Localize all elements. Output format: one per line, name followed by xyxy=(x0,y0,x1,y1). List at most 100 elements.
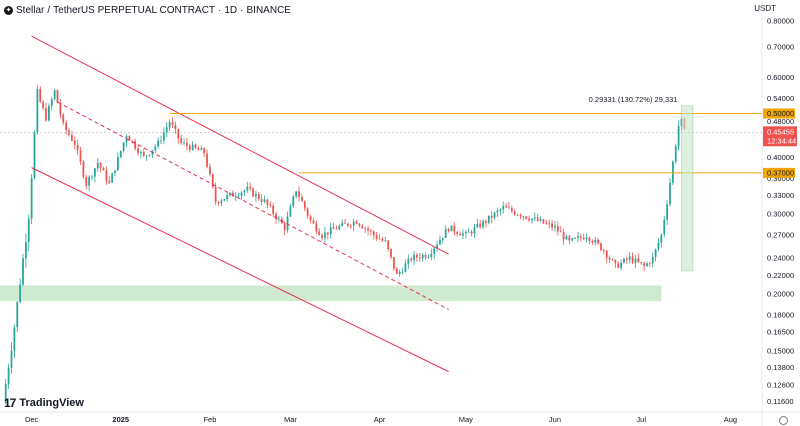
candle xyxy=(467,227,470,233)
candle-body xyxy=(562,232,565,240)
price-tick-label: 0.12600 xyxy=(767,381,794,390)
candle-body xyxy=(528,218,530,221)
candle xyxy=(301,193,303,202)
candle-body xyxy=(571,238,574,241)
candle-body xyxy=(355,221,358,224)
candle-body xyxy=(246,186,249,191)
candle-body xyxy=(269,204,272,206)
candle xyxy=(421,252,424,262)
candle xyxy=(211,173,214,189)
interval-label[interactable]: 1D xyxy=(224,4,238,16)
candle xyxy=(142,148,145,158)
candle-body xyxy=(128,136,131,141)
chart-title-bar: ✦ Stellar / TetherUS PERPETUAL CONTRACT … xyxy=(4,3,291,17)
candle-body xyxy=(122,142,125,151)
candle xyxy=(312,217,315,224)
candle xyxy=(634,255,637,269)
candle-body xyxy=(332,227,335,229)
time-tick-label: May xyxy=(459,415,473,424)
candle-body xyxy=(617,263,620,268)
candle xyxy=(605,249,608,264)
candle-body xyxy=(45,108,47,121)
price-tick-label: 0.80000 xyxy=(767,16,794,25)
candle xyxy=(361,223,364,229)
candle-body xyxy=(82,161,85,177)
candle-body xyxy=(157,140,160,147)
candle xyxy=(542,218,545,225)
candle-body xyxy=(344,222,346,224)
candle-body xyxy=(594,239,597,243)
drawings-layer: 0.29331 (130.72%) 29,331 xyxy=(0,35,762,373)
candle xyxy=(65,120,68,135)
candle xyxy=(16,301,19,333)
candle xyxy=(487,215,490,225)
tradingview-logo[interactable]: 17 TradingView xyxy=(4,396,84,410)
candle-body xyxy=(623,258,625,263)
candle xyxy=(663,215,666,238)
candle xyxy=(269,201,272,208)
time-axis[interactable]: Dec 2025 Feb Mar Apr May Jun Jul Aug xyxy=(0,411,800,424)
candle-body xyxy=(519,214,522,217)
candle-body xyxy=(237,195,240,197)
candle-body xyxy=(493,212,496,218)
candle-body xyxy=(631,256,634,263)
candle xyxy=(352,218,355,232)
candle xyxy=(344,218,346,224)
candle xyxy=(531,218,533,224)
candle-body xyxy=(203,148,206,154)
candle-body xyxy=(542,219,545,224)
settings-icon[interactable] xyxy=(779,416,788,425)
candle xyxy=(574,237,576,239)
candle-body xyxy=(232,192,234,197)
candle xyxy=(171,117,174,129)
candle-body xyxy=(165,127,168,133)
candle-body xyxy=(643,263,645,267)
currency-label[interactable]: USDT xyxy=(754,4,776,13)
candle-body xyxy=(450,225,453,232)
candle xyxy=(306,207,309,219)
candle-body xyxy=(556,226,559,232)
candle-body xyxy=(358,223,361,226)
price-tick-label: 0.70000 xyxy=(767,43,794,52)
candle xyxy=(309,214,312,224)
candle xyxy=(525,216,528,220)
stellar-logo-icon: ✦ xyxy=(4,5,13,15)
candle-body xyxy=(579,236,582,238)
candle-body xyxy=(263,199,266,202)
candle xyxy=(335,225,338,230)
candle xyxy=(62,113,65,126)
candle-body xyxy=(117,156,119,171)
candle-body xyxy=(361,225,364,229)
price-axis[interactable]: 0.80000 0.70000 0.60000 0.54000 0.48000 0.400… xyxy=(761,0,797,426)
candle xyxy=(473,223,476,238)
candle xyxy=(324,227,326,243)
candle-body xyxy=(496,210,499,213)
candle xyxy=(623,257,625,264)
candle xyxy=(643,261,645,271)
price-tick-label: 0.33000 xyxy=(767,191,794,200)
candle xyxy=(30,174,33,225)
candle-body xyxy=(381,238,384,241)
candle xyxy=(646,261,648,267)
candle xyxy=(674,143,677,164)
candle-body xyxy=(234,196,237,197)
price-tick-label: 0.16500 xyxy=(767,328,794,337)
exchange-label: BINANCE xyxy=(246,4,291,16)
candle xyxy=(395,266,398,274)
candle xyxy=(79,146,82,165)
candle-body xyxy=(249,186,252,189)
candle xyxy=(160,135,162,145)
candle-body xyxy=(114,170,116,174)
candle xyxy=(237,192,240,198)
candle-body xyxy=(160,140,162,142)
candle-body xyxy=(88,176,91,186)
candle-body xyxy=(56,90,59,104)
candle xyxy=(252,187,254,198)
candle xyxy=(186,137,188,150)
candle-body xyxy=(255,193,257,197)
candle xyxy=(393,257,395,272)
candle xyxy=(519,213,522,220)
candle-body xyxy=(677,125,680,147)
candle xyxy=(50,97,53,111)
